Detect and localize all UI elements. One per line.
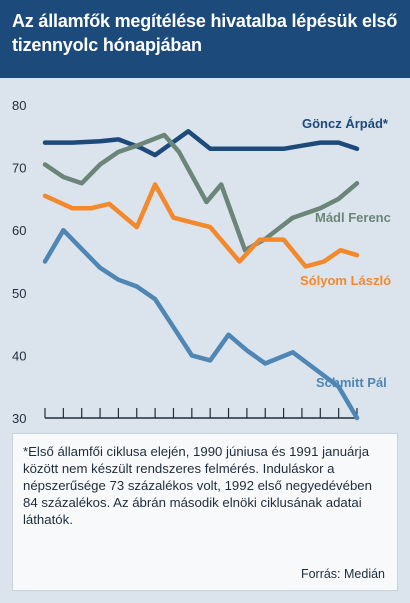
series-label: Göncz Árpád* [302, 116, 389, 131]
footnote-box: *Első államfői ciklusa elején, 1990 júni… [12, 433, 398, 591]
y-tick-label: 30 [12, 411, 26, 426]
title-bar: Az államfők megítélése hivatalba lépésük… [0, 0, 410, 78]
y-tick-label: 70 [12, 161, 26, 176]
footnote-text: *Első államfői ciklusa elején, 1990 júni… [23, 444, 372, 527]
chart-title: Az államfők megítélése hivatalba lépésük… [12, 11, 398, 55]
series-line [42, 129, 360, 158]
series-line [42, 182, 360, 269]
y-tick-label: 50 [12, 286, 26, 301]
series-line [42, 132, 360, 253]
y-tick-label: 40 [12, 348, 26, 363]
series-label: Sólyom László [300, 273, 391, 288]
y-tick-label: 80 [12, 98, 26, 113]
line-chart: 30 40 50 60 70 80 Göncz Árpád* Mádl Ferenc Sólyo… [12, 98, 391, 426]
series-label: Mádl Ferenc [315, 210, 391, 225]
chart-area: 30 40 50 60 70 80 Göncz Árpád* Mádl Ferenc Sólyo… [0, 78, 410, 428]
series-label: Schmitt Pál [316, 375, 387, 390]
y-tick-label: 60 [12, 223, 26, 238]
series-line [42, 227, 360, 421]
source-credit: Forrás: Medián [300, 567, 385, 581]
